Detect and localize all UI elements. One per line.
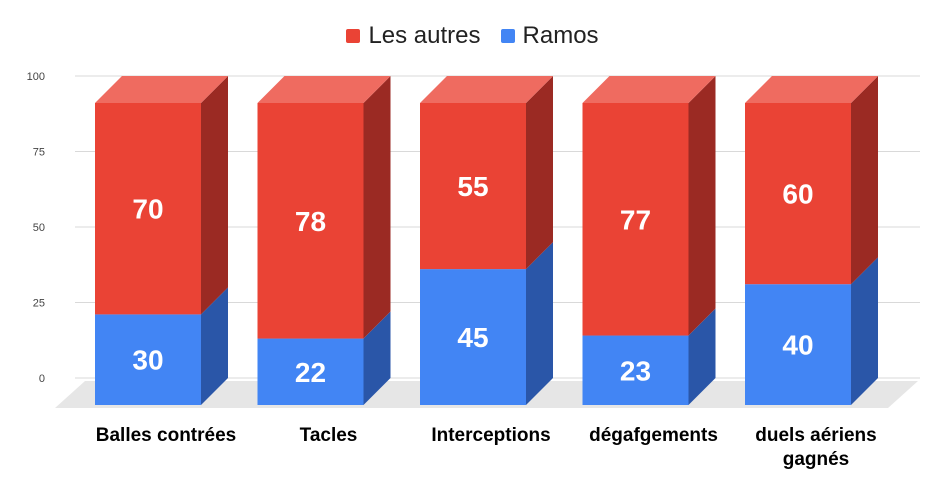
data-label: 40 [782,330,813,361]
y-tick-label: 50 [33,222,45,234]
data-label: 30 [132,345,163,376]
bar-segment [745,284,851,405]
data-label: 77 [620,204,651,235]
bar-segment [420,103,526,270]
chart-legend: Les autres Ramos [0,22,945,50]
x-tick-label: dégafgements [589,425,718,446]
legend-item-ramos[interactable]: Ramos [500,22,599,50]
bar-top [582,76,716,103]
bar-segment [95,103,201,315]
bar-segment [95,314,201,405]
data-label: 60 [782,179,813,210]
data-label: 70 [132,194,163,225]
bar-segment [582,335,689,405]
x-tick-label: Interceptions [431,425,550,446]
bar-segment [420,269,526,405]
data-label: 45 [457,322,488,353]
bar-top [95,76,228,103]
y-tick-label: 25 [33,298,45,310]
bar-side [526,76,553,270]
bar-segment [745,103,851,285]
bar-side [201,76,228,315]
y-tick-label: 0 [39,373,45,385]
bar-side [363,76,391,339]
bar-side [526,242,553,405]
bar-segment [257,338,364,405]
legend-swatch-ramos [500,29,515,43]
y-tick-label: 75 [33,147,45,159]
bar-segment [582,103,689,336]
bar-side [688,76,716,336]
x-tick-label: Balles contrées [96,425,236,446]
bar-top [745,76,878,103]
legend-label-les-autres: Les autres [368,22,481,49]
x-tick-label: Tacles [300,425,358,446]
legend-label-ramos: Ramos [522,22,599,49]
data-label: 55 [457,171,488,202]
y-tick-label: 100 [27,71,45,83]
data-label: 23 [620,355,651,386]
bar-side [851,76,878,285]
x-tick-label: duels aériens [755,425,876,446]
bar-top [420,76,553,103]
bar-top [257,76,391,103]
x-tick-label: gagnés [783,449,850,470]
bar-side [688,308,716,405]
data-label: 22 [295,357,326,388]
bar-side [201,287,228,405]
data-label: 78 [295,206,326,237]
bar-side [363,311,391,405]
bar-segment [257,103,364,339]
bar-side [851,257,878,405]
legend-swatch-les-autres [346,29,361,43]
legend-item-les-autres[interactable]: Les autres [346,22,481,50]
